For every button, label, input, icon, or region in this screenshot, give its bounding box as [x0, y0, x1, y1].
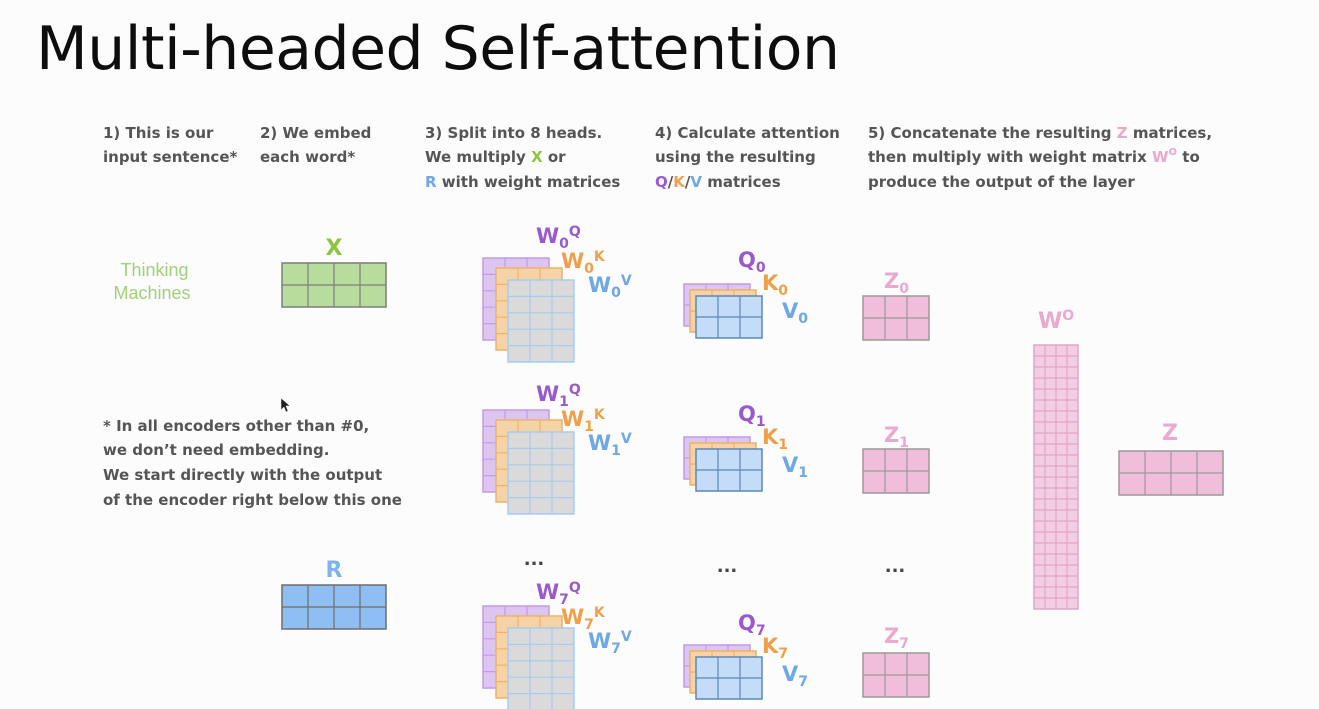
- wv-label: W0V: [588, 273, 632, 301]
- mouse-cursor-icon: [280, 397, 291, 413]
- wq-label: W7Q: [536, 580, 581, 608]
- wo-label: WO: [1038, 308, 1074, 334]
- v-matrix-7: [695, 656, 763, 700]
- q-label: Q7: [738, 611, 766, 639]
- v-label: V0: [782, 299, 808, 327]
- wk-label: W7K: [561, 605, 606, 633]
- r-label: R: [326, 558, 343, 583]
- k-label: K1: [762, 425, 788, 453]
- z-label: Z0: [884, 269, 909, 297]
- wv-label: W7V: [588, 629, 632, 657]
- head-0-labels: W0Q W0K W0V Q0 K0 V0 Z0: [536, 224, 909, 327]
- v-matrix-1: [695, 448, 763, 492]
- k-label: K7: [762, 634, 788, 662]
- wo-matrix: [1033, 344, 1079, 610]
- wk-label: W1K: [561, 407, 606, 435]
- wq-label: W0Q: [536, 224, 581, 252]
- wq-label: W1Q: [536, 382, 581, 410]
- slide-title: Multi-headed Self-attention: [36, 14, 840, 84]
- z-ellipsis: ...: [885, 556, 906, 577]
- k-label: K0: [762, 271, 788, 299]
- z-matrix-0: [862, 295, 930, 341]
- heads-ellipsis: ...: [524, 549, 545, 570]
- wk-label: W0K: [561, 249, 606, 277]
- step5-caption: 5) Concatenate the resulting Z matrices,…: [868, 124, 1217, 191]
- z-matrix-7: [862, 652, 930, 698]
- step1-caption: 1) This is our input sentence*: [103, 124, 237, 166]
- z-label: Z1: [884, 423, 909, 451]
- wv-matrix-1: [507, 431, 575, 515]
- wv-matrix-0: [507, 279, 575, 363]
- q-label: Q1: [738, 402, 766, 430]
- q-label: Q0: [738, 248, 766, 276]
- step3-caption: 3) Split into 8 heads. We multiply X or …: [425, 124, 620, 191]
- qkv-ellipsis: ...: [717, 556, 738, 577]
- x-matrix: [281, 262, 387, 308]
- z-label: Z7: [884, 624, 909, 652]
- step4-caption: 4) Calculate attention using the resulti…: [655, 124, 845, 191]
- z-output-matrix: [1118, 450, 1224, 496]
- encoder-footnote: * In all encoders other than #0, we don’…: [103, 417, 402, 509]
- input-sentence: Thinking Machines: [113, 260, 193, 303]
- r-matrix: [281, 584, 387, 630]
- z-matrix-1: [862, 448, 930, 494]
- step2-caption: 2) We embed each word*: [260, 124, 377, 166]
- wv-label: W1V: [588, 431, 632, 459]
- matrix-grids: [281, 257, 1224, 709]
- z-output-label: Z: [1162, 421, 1178, 446]
- head-7-labels: W7Q W7K W7V Q7 K7 V7 Z7: [536, 580, 909, 690]
- x-label: X: [326, 236, 343, 261]
- wv-matrix-7: [507, 627, 575, 709]
- v-label: V1: [782, 453, 808, 481]
- v-matrix-0: [695, 295, 763, 339]
- head-1-labels: W1Q W1K W1V Q1 K1 V1 Z1: [536, 382, 909, 481]
- v-label: V7: [782, 662, 808, 690]
